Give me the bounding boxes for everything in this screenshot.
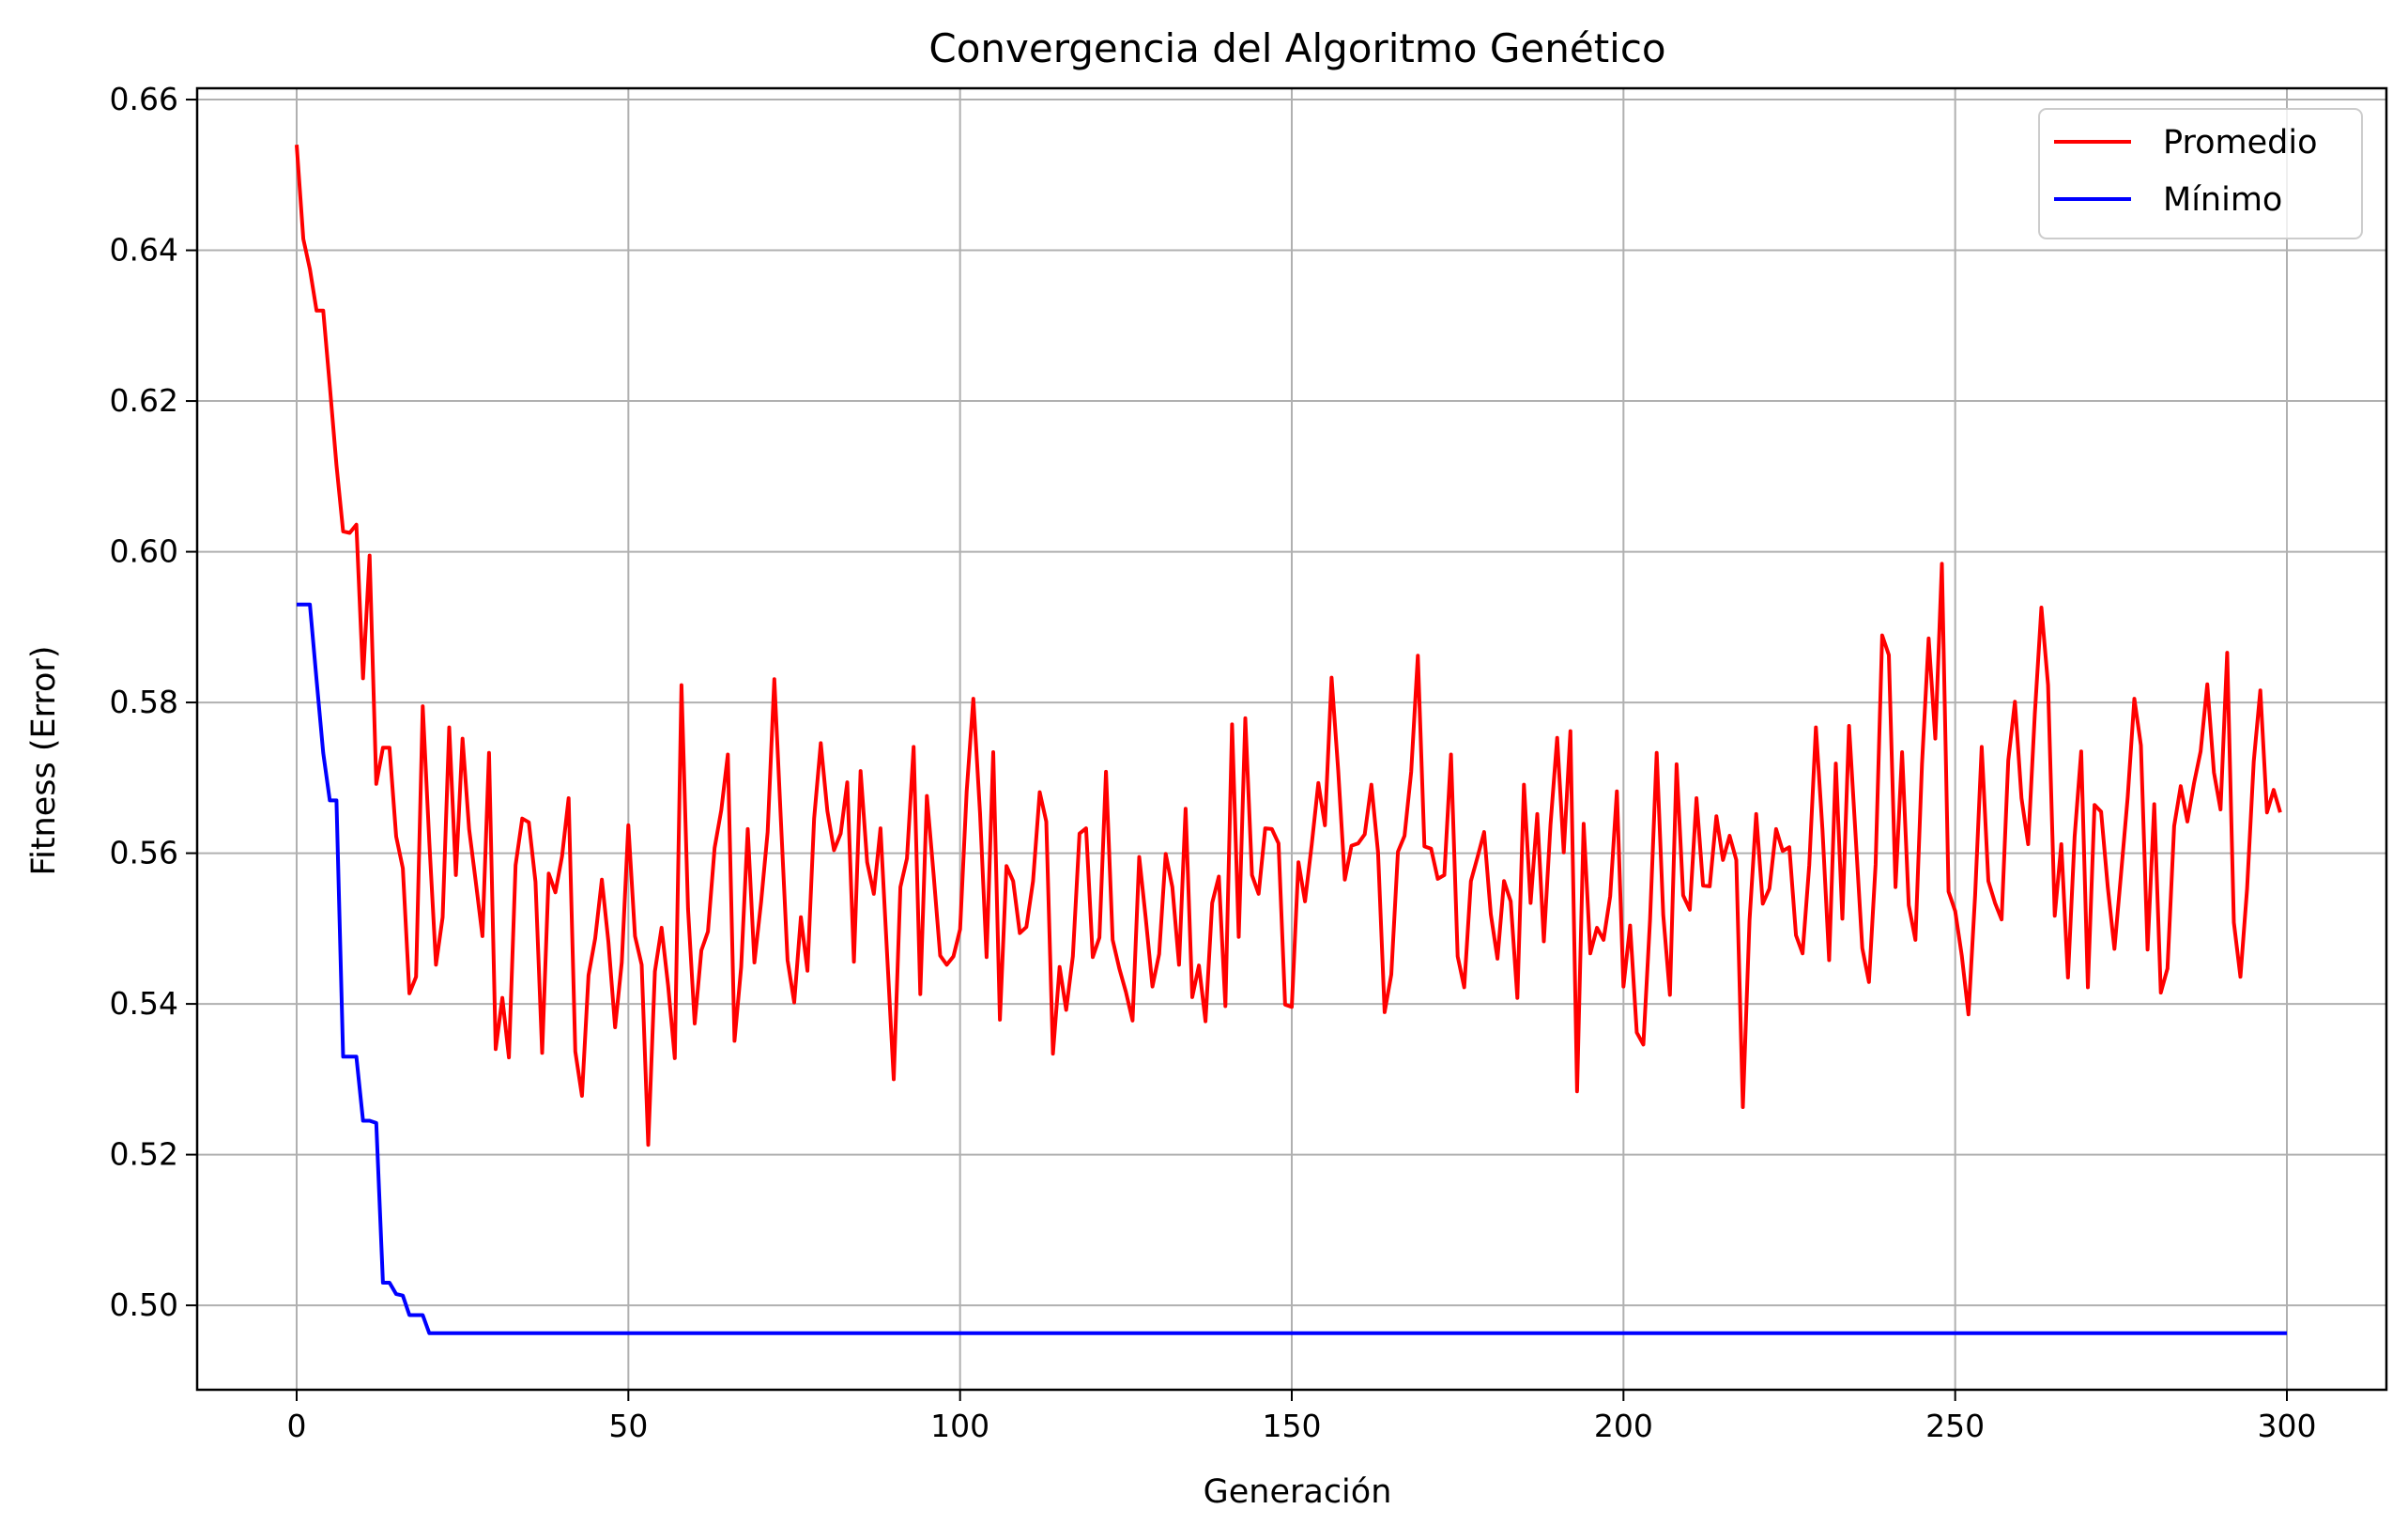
series-line-minimo	[297, 602, 2287, 1335]
x-tick-label: 250	[1925, 1408, 1985, 1444]
x-tick-label: 100	[930, 1408, 989, 1444]
y-tick-label: 0.62	[110, 382, 178, 419]
legend-label-promedio: Promedio	[2163, 124, 2318, 162]
y-axis: 0.50 0.52 0.54 0.56 0.58 0.60 0.62 0.64 0.66	[110, 81, 197, 1323]
y-tick-label: 0.58	[110, 684, 178, 720]
series-line-promedio	[295, 145, 2282, 1147]
y-tick-label: 0.66	[110, 81, 178, 117]
legend: Promedio Mínimo	[2038, 108, 2363, 239]
series-layer	[295, 145, 2287, 1335]
y-tick-label: 0.52	[110, 1136, 178, 1173]
x-tick-label: 150	[1263, 1408, 1322, 1444]
x-tick-label: 0	[287, 1408, 307, 1444]
y-tick-label: 0.54	[110, 985, 178, 1022]
y-tick-label: 0.60	[110, 533, 178, 570]
x-axis: 0 50 100 150 200 250 300	[287, 1390, 2317, 1444]
y-tick-label: 0.64	[110, 232, 178, 269]
y-tick-label: 0.50	[110, 1286, 178, 1323]
x-axis-title: Generación	[1204, 1473, 1392, 1511]
x-tick-label: 50	[608, 1408, 648, 1444]
y-tick-label: 0.56	[110, 835, 178, 871]
chart-title: Convergencia del Algoritmo Genético	[928, 25, 1665, 71]
legend-label-minimo: Mínimo	[2163, 181, 2282, 219]
x-tick-label: 200	[1594, 1408, 1653, 1444]
y-axis-title: Fitness (Error)	[25, 646, 63, 876]
x-tick-label: 300	[2258, 1408, 2317, 1444]
